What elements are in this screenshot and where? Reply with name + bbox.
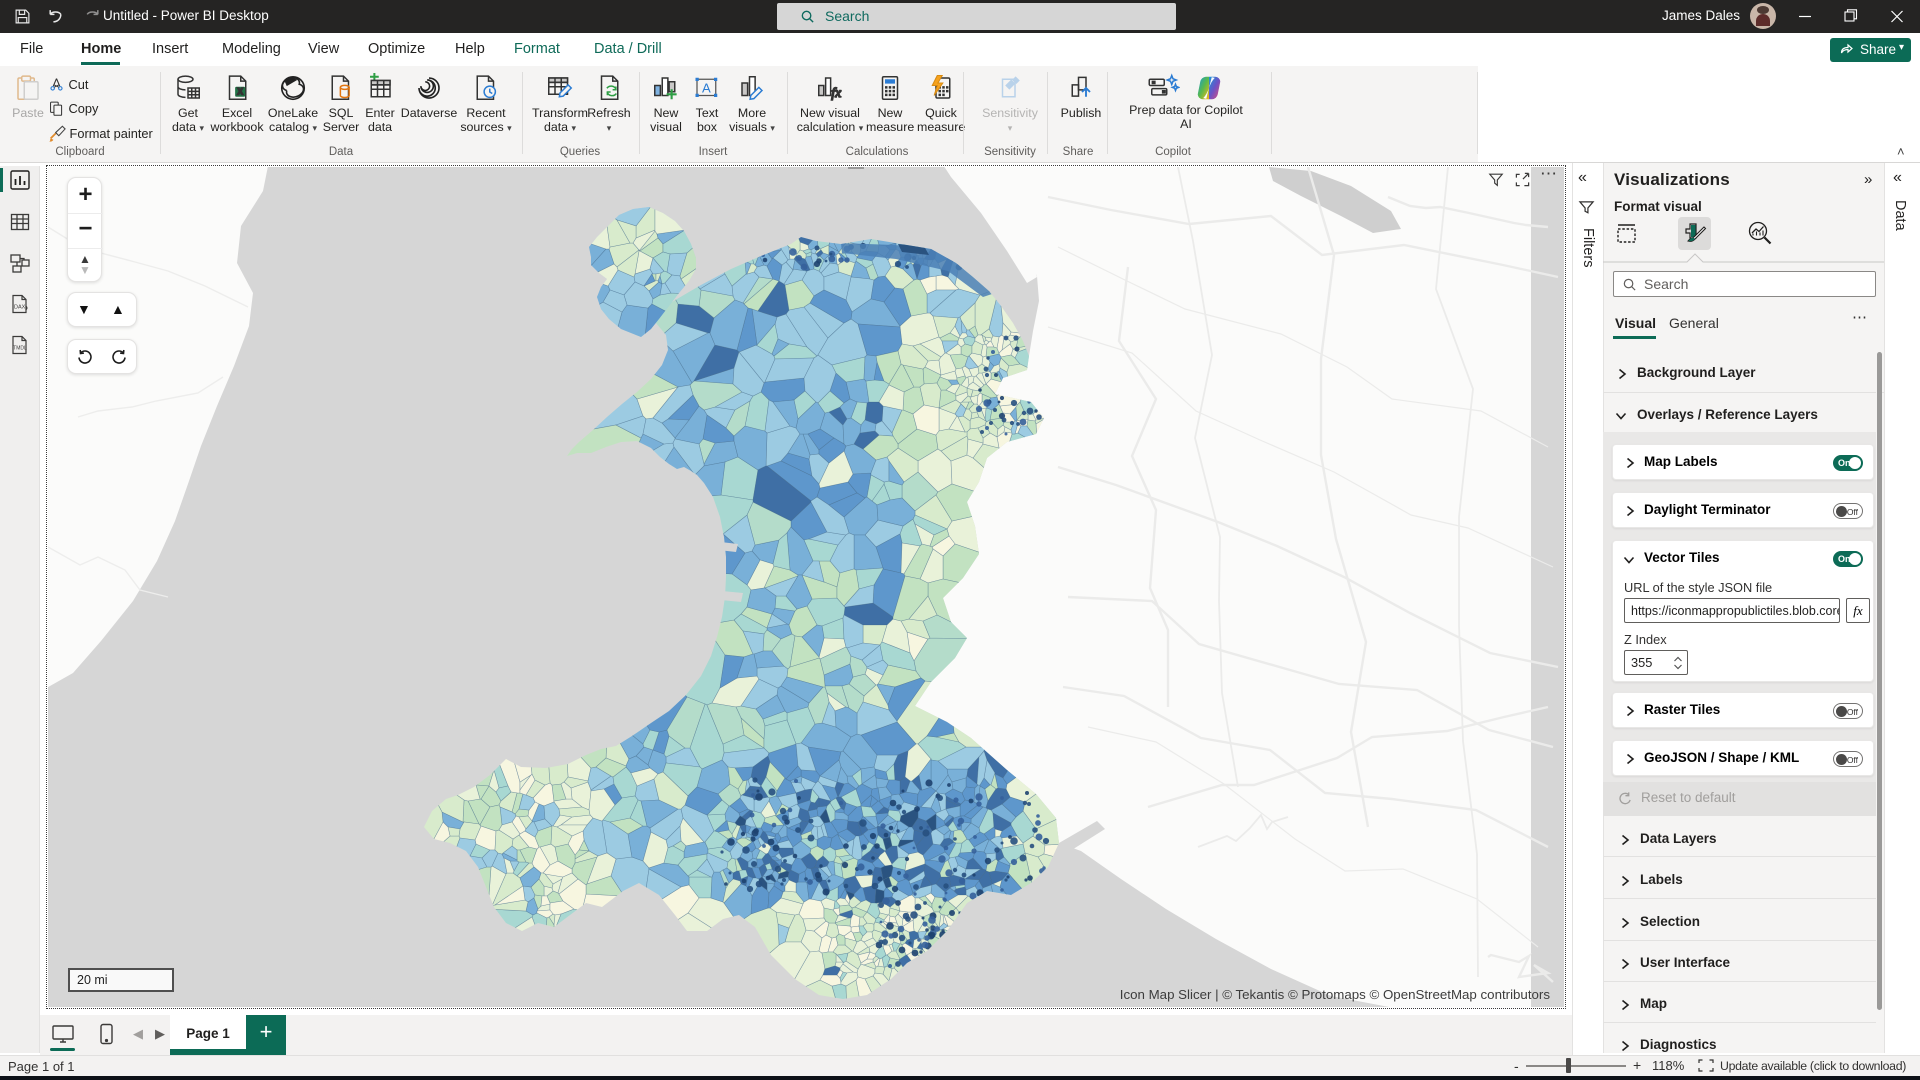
svg-text:X: X [237, 87, 243, 97]
svg-text:TMDL: TMDL [13, 346, 27, 352]
svg-text:fx: fx [831, 85, 841, 100]
svg-text:DAX: DAX [14, 305, 26, 311]
svg-text:A: A [702, 81, 711, 96]
